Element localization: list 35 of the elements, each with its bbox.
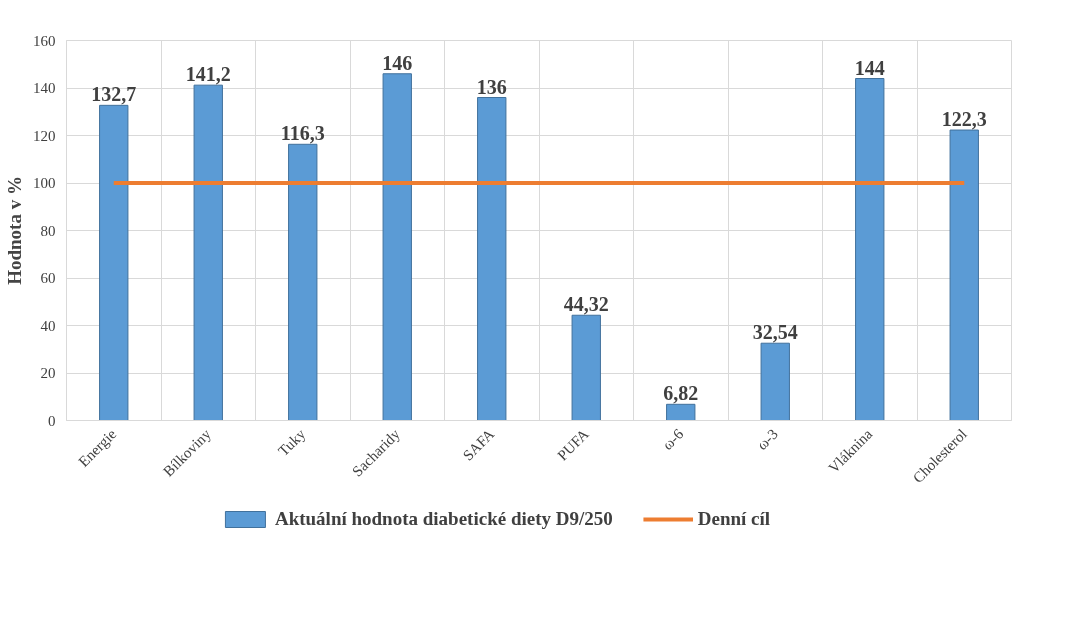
- y-tick-label: 120: [33, 127, 56, 144]
- x-tick-label: ω-6: [659, 425, 687, 453]
- y-axis-title: Hodnota v %: [4, 176, 25, 285]
- bar: [949, 129, 979, 421]
- bar: [571, 314, 601, 421]
- y-tick-label: 0: [48, 412, 56, 429]
- bar: [193, 84, 223, 421]
- y-tick-label: 140: [33, 80, 56, 96]
- x-tick-label: ω-3: [753, 425, 781, 453]
- bar: [99, 104, 129, 421]
- bar: [288, 143, 318, 421]
- bar: [760, 342, 790, 421]
- data-label: 136: [476, 75, 507, 98]
- bar: [666, 403, 696, 421]
- data-label: 132,7: [91, 83, 137, 106]
- data-label: 122,3: [941, 108, 987, 131]
- bar: [477, 97, 507, 421]
- y-tick-label: 20: [40, 365, 56, 381]
- legend-label: Aktuální hodnota diabetické diety D9/250: [274, 508, 613, 530]
- x-tick-label: Tuky: [275, 425, 309, 460]
- bar: [382, 73, 412, 421]
- data-label: 6,82: [663, 382, 699, 405]
- y-tick-label: 80: [40, 222, 56, 239]
- y-tick-label: 160: [33, 32, 56, 49]
- data-label: 146: [382, 51, 413, 74]
- y-tick-label: 40: [40, 317, 56, 334]
- data-label: 44,32: [563, 293, 609, 316]
- data-label: 116,3: [280, 122, 325, 145]
- data-label: 141,2: [185, 63, 231, 86]
- bar: [855, 78, 885, 421]
- data-label: 144: [854, 56, 885, 79]
- y-tick-label: 60: [40, 270, 56, 286]
- legend-label: Denní cíl: [697, 508, 771, 530]
- data-label: 32,54: [752, 321, 798, 344]
- y-tick-label: 100: [33, 175, 56, 191]
